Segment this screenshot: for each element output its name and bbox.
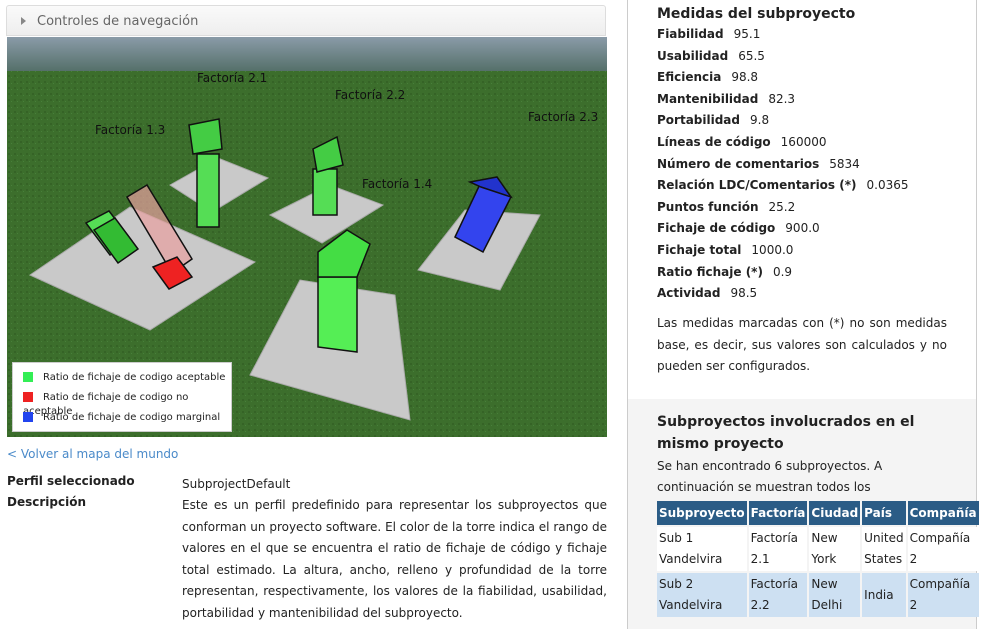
factory-scene[interactable] bbox=[7, 37, 607, 437]
measure-row: Fiabilidad 95.1 bbox=[657, 27, 760, 41]
measure-row: Eficiencia 98.8 bbox=[657, 70, 758, 84]
back-link[interactable]: < Volver al mapa del mundo bbox=[7, 447, 179, 461]
table-cell: Compañía 2 bbox=[907, 527, 979, 571]
legend: Ratio de fichaje de codigo aceptable Rati… bbox=[12, 362, 232, 432]
table-cell: United States bbox=[862, 527, 906, 571]
measure-row: Usabilidad 65.5 bbox=[657, 49, 765, 63]
measure-value: 82.3 bbox=[768, 91, 796, 106]
measure-label: Usabilidad bbox=[657, 48, 729, 63]
subprojects-section: Subproyectos involucrados en el mismo pr… bbox=[628, 399, 979, 629]
factory-label[interactable]: Factoría 2.3 bbox=[528, 110, 599, 124]
measure-value: 25.2 bbox=[768, 199, 796, 214]
legend-swatch bbox=[23, 392, 33, 402]
factory-label[interactable]: Factoría 1.4 bbox=[362, 177, 433, 191]
legend-swatch bbox=[23, 372, 33, 382]
measure-value: 0.0365 bbox=[866, 178, 909, 193]
measure-label: Fiabilidad bbox=[657, 27, 724, 41]
factory-label[interactable]: Factoría 2.2 bbox=[335, 88, 406, 102]
profile-label: Descripción bbox=[7, 495, 86, 509]
profile-label: Perfil seleccionado bbox=[7, 474, 135, 488]
measure-row: Fichaje total 1000.0 bbox=[657, 243, 793, 257]
table-header: Subproyecto bbox=[657, 501, 747, 525]
legend-label: Ratio de fichaje de codigo no aceptable bbox=[23, 392, 189, 417]
measure-value: 5834 bbox=[829, 156, 860, 171]
legend-swatch bbox=[23, 412, 33, 422]
measure-label: Fichaje de código bbox=[657, 221, 776, 236]
navigation-panel-header[interactable]: Controles de navegación bbox=[6, 5, 606, 36]
legend-label: Ratio de fichaje de codigo aceptable bbox=[43, 372, 226, 383]
measure-label: Puntos función bbox=[657, 199, 759, 214]
table-header: Factoría bbox=[748, 501, 808, 525]
table-cell: Compañía 2 bbox=[907, 573, 979, 617]
legend-label: Ratio de fichaje de codigo marginal bbox=[43, 412, 221, 423]
table-cell: Sub 2 Vandelvira bbox=[657, 573, 747, 617]
table-cell: Factoría 2.2 bbox=[748, 573, 808, 617]
measure-label: Ratio fichaje (*) bbox=[657, 264, 763, 279]
measure-label: Relación LDC/Comentarios (*) bbox=[657, 178, 857, 193]
table-cell: Factoría 2.1 bbox=[748, 527, 808, 571]
measure-value: 95.1 bbox=[733, 27, 761, 41]
measure-row: Fichaje de código 900.0 bbox=[657, 221, 820, 235]
measure-value: 1000.0 bbox=[751, 243, 794, 257]
table-header: Ciudad bbox=[809, 501, 861, 525]
measure-row: Relación LDC/Comentarios (*) 0.0365 bbox=[657, 178, 909, 192]
legend-item: Ratio de fichaje de codigo aceptable bbox=[23, 371, 225, 385]
subprojects-table: Subproyecto Factoría Ciudad País Compañía Sub… bbox=[655, 499, 981, 619]
table-cell: India bbox=[862, 573, 906, 617]
measure-value: 9.8 bbox=[750, 113, 770, 128]
profile-value: SubprojectDefault bbox=[182, 477, 291, 491]
measures-title: Medidas del subproyecto bbox=[657, 6, 856, 22]
measure-row: Portabilidad 9.8 bbox=[657, 113, 769, 127]
table-row[interactable]: Sub 1 Vandelvira Factoría 2.1 New York Unit… bbox=[657, 527, 979, 571]
table-row[interactable]: Sub 2 Vandelvira Factoría 2.2 New Delhi Ind… bbox=[657, 573, 979, 617]
measure-row: Número de comentarios 5834 bbox=[657, 157, 860, 171]
measure-value: 98.8 bbox=[731, 70, 759, 85]
measure-label: Líneas de código bbox=[657, 135, 771, 149]
measure-row: Actividad 98.5 bbox=[657, 286, 757, 300]
measure-label: Fichaje total bbox=[657, 243, 742, 257]
measure-value: 160000 bbox=[780, 135, 827, 149]
navigation-title[interactable]: Controles de navegación bbox=[37, 14, 199, 29]
measure-value: 98.5 bbox=[730, 286, 758, 301]
measure-label: Mantenibilidad bbox=[657, 91, 759, 106]
table-cell: Sub 1 Vandelvira bbox=[657, 527, 747, 571]
factory-label[interactable]: Factoría 2.1 bbox=[197, 71, 268, 85]
measure-row: Líneas de código 160000 bbox=[657, 135, 826, 149]
measure-value: 900.0 bbox=[785, 221, 820, 236]
measure-row: Ratio fichaje (*) 0.9 bbox=[657, 265, 792, 279]
measure-row: Mantenibilidad 82.3 bbox=[657, 92, 795, 106]
legend-item: Ratio de fichaje de codigo marginal bbox=[23, 411, 220, 425]
measure-label: Portabilidad bbox=[657, 113, 740, 128]
scene-labels: Factoría 2.1 Factoría 2.2 Factoría 2.3 Fact… bbox=[7, 37, 607, 437]
measure-label: Número de comentarios bbox=[657, 156, 820, 171]
subprojects-title: Subproyectos involucrados en el mismo pr… bbox=[657, 414, 915, 452]
table-cell: New Delhi bbox=[809, 573, 861, 617]
profile-value: Este es un perfil predefinido para repre… bbox=[182, 498, 607, 620]
measure-label: Actividad bbox=[657, 286, 721, 301]
table-header: Compañía bbox=[907, 501, 979, 525]
measure-value: 65.5 bbox=[738, 48, 765, 63]
factory-label[interactable]: Factoría 1.3 bbox=[95, 123, 166, 137]
measure-value: 0.9 bbox=[772, 264, 793, 279]
measure-label: Eficiencia bbox=[657, 70, 722, 85]
measures-panel: Medidas del subproyecto Fiabilidad 95.1 Us… bbox=[627, 0, 979, 629]
legend-item: Ratio de fichaje de codigo no aceptable bbox=[23, 391, 231, 417]
measures-note: Las medidas marcadas con (*) no son medi… bbox=[657, 316, 947, 374]
table-header: País bbox=[862, 501, 906, 525]
measure-row: Puntos función 25.2 bbox=[657, 200, 795, 214]
table-cell: New York bbox=[809, 527, 861, 571]
